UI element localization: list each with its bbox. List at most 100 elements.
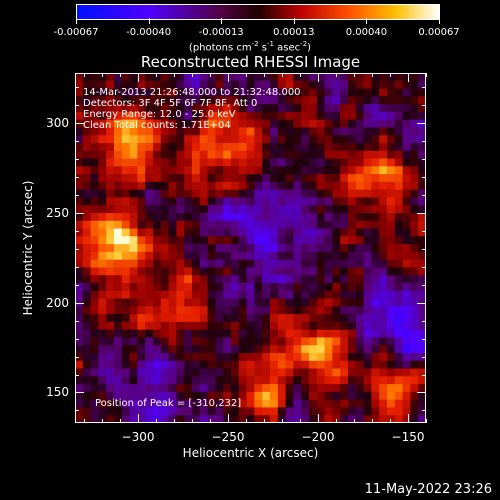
heatmap-cell bbox=[355, 384, 364, 393]
heatmap-cell bbox=[238, 213, 247, 222]
heatmap-cell bbox=[363, 267, 372, 276]
heatmap-cell bbox=[379, 251, 388, 261]
heatmap-cell bbox=[363, 236, 372, 245]
heatmap-cell bbox=[387, 73, 396, 82]
heatmap-cell bbox=[90, 244, 99, 253]
heatmap-cell bbox=[114, 143, 123, 152]
heatmap-cell bbox=[176, 360, 185, 369]
chart-title: Reconstructed RHESSI Image bbox=[140, 53, 361, 71]
heatmap-cell bbox=[145, 353, 154, 362]
heatmap-cell bbox=[402, 259, 411, 268]
heatmap-cell bbox=[324, 306, 333, 315]
heatmap-cell bbox=[137, 236, 146, 245]
heatmap-cell bbox=[340, 205, 349, 214]
heatmap-cell bbox=[363, 127, 372, 136]
heatmap-cell bbox=[262, 189, 271, 198]
heatmap-cell bbox=[363, 150, 372, 159]
heatmap-cell bbox=[184, 166, 193, 175]
heatmap-cell bbox=[301, 290, 310, 299]
heatmap-cell bbox=[168, 259, 177, 268]
heatmap-cell bbox=[262, 111, 271, 121]
heatmap-cell bbox=[129, 220, 138, 229]
heatmap-cell bbox=[145, 189, 154, 198]
heatmap-cell bbox=[231, 181, 240, 191]
heatmap-cell bbox=[355, 150, 364, 159]
heatmap-cell bbox=[184, 174, 193, 183]
heatmap-cell bbox=[410, 158, 419, 167]
heatmap-cell bbox=[363, 228, 372, 237]
heatmap-cell bbox=[355, 96, 364, 105]
heatmap-cell bbox=[270, 88, 279, 97]
heatmap-cell bbox=[82, 228, 91, 237]
heatmap-cell bbox=[363, 407, 372, 416]
heatmap-cell bbox=[192, 158, 201, 167]
heatmap-cell bbox=[160, 73, 169, 82]
heatmap-cell bbox=[285, 213, 294, 222]
heatmap-cell bbox=[75, 267, 84, 276]
heatmap-cell bbox=[82, 283, 91, 292]
heatmap-cell bbox=[184, 314, 193, 323]
heatmap-cell bbox=[75, 111, 84, 121]
heatmap-cell bbox=[355, 251, 364, 261]
heatmap-cell bbox=[309, 205, 318, 214]
heatmap-cell bbox=[387, 298, 396, 307]
heatmap-cell bbox=[309, 80, 318, 89]
heatmap-cell bbox=[340, 267, 349, 276]
heatmap-cell bbox=[98, 111, 107, 121]
heatmap-cell bbox=[387, 329, 396, 338]
heatmap-cell bbox=[301, 236, 310, 245]
heatmap-cell bbox=[293, 143, 302, 152]
heatmap-cell bbox=[192, 329, 201, 338]
heatmap-cell bbox=[215, 236, 224, 245]
heatmap-cell bbox=[371, 368, 380, 377]
heatmap-cell bbox=[199, 329, 208, 338]
heatmap-cell bbox=[98, 96, 107, 105]
heatmap-cell bbox=[184, 298, 193, 307]
heatmap-cell bbox=[410, 220, 419, 229]
heatmap-cell bbox=[246, 251, 255, 261]
heatmap-cell bbox=[324, 353, 333, 362]
heatmap-cell bbox=[168, 228, 177, 237]
heatmap-cell bbox=[363, 174, 372, 183]
heatmap-cell bbox=[262, 407, 271, 416]
heatmap-cell bbox=[410, 337, 419, 346]
heatmap-cell bbox=[98, 384, 107, 393]
heatmap-cell bbox=[348, 213, 357, 222]
heatmap-cell bbox=[106, 150, 115, 159]
heatmap-cell bbox=[192, 298, 201, 307]
heatmap-cell bbox=[160, 353, 169, 362]
heatmap-cell bbox=[145, 376, 154, 385]
heatmap-cell bbox=[340, 384, 349, 393]
heatmap-cell bbox=[207, 376, 216, 385]
heatmap-cell bbox=[223, 236, 232, 245]
heatmap-cell bbox=[340, 135, 349, 144]
heatmap-cell bbox=[340, 228, 349, 237]
heatmap-cell bbox=[340, 353, 349, 362]
heatmap-cell bbox=[145, 111, 154, 121]
heatmap-cell bbox=[168, 275, 177, 284]
heatmap-cell bbox=[82, 135, 91, 144]
heatmap-cell bbox=[402, 298, 411, 307]
heatmap-cell bbox=[394, 399, 403, 408]
heatmap-cell bbox=[106, 275, 115, 284]
heatmap-cell bbox=[379, 290, 388, 299]
heatmap-cell bbox=[402, 267, 411, 276]
heatmap-cell bbox=[192, 104, 201, 113]
heatmap-cell bbox=[355, 228, 364, 237]
heatmap-cell bbox=[75, 376, 84, 385]
heatmap-cell bbox=[176, 244, 185, 253]
heatmap-cell bbox=[402, 306, 411, 315]
heatmap-cell bbox=[387, 314, 396, 323]
heatmap-cell bbox=[207, 96, 216, 105]
heatmap-cell bbox=[402, 275, 411, 284]
heatmap-cell bbox=[246, 391, 255, 401]
heatmap-cell bbox=[262, 88, 271, 97]
heatmap-cell bbox=[355, 143, 364, 152]
heatmap-cell bbox=[387, 345, 396, 354]
heatmap-cell bbox=[262, 384, 271, 393]
heatmap-cell bbox=[402, 96, 411, 105]
heatmap-cell bbox=[192, 73, 201, 82]
heatmap-cell bbox=[223, 283, 232, 292]
heatmap-cell bbox=[137, 337, 146, 346]
heatmap-cell bbox=[231, 127, 240, 136]
